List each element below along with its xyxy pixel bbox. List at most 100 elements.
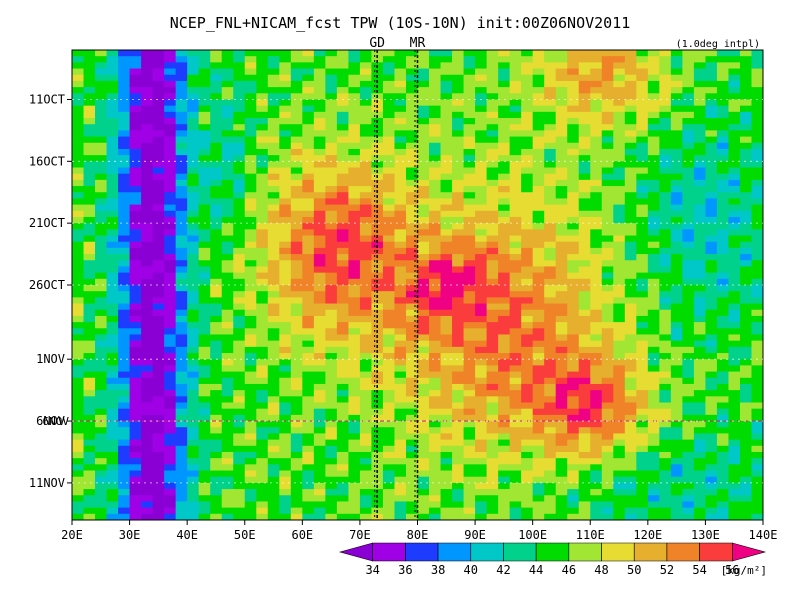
heatmap-cell: [452, 365, 464, 372]
heatmap-cell: [348, 87, 361, 94]
heatmap-cell: [106, 371, 119, 379]
heatmap-cell: [647, 254, 660, 261]
heatmap-cell: [336, 309, 349, 317]
heatmap-cell: [693, 495, 706, 502]
heatmap-cell: [693, 87, 706, 94]
heatmap-cell: [359, 285, 372, 292]
heatmap-cell: [578, 87, 591, 94]
heatmap-cell: [325, 346, 338, 354]
heatmap-cell: [359, 390, 372, 397]
heatmap-cell: [118, 427, 130, 434]
heatmap-cell: [544, 470, 557, 478]
heatmap-cell: [198, 210, 211, 218]
heatmap-cell: [302, 365, 315, 372]
heatmap-cell: [313, 179, 326, 187]
heatmap-cell: [221, 111, 234, 119]
heatmap-cell: [452, 148, 464, 156]
heatmap-cell: [670, 105, 683, 113]
heatmap-cell: [348, 464, 361, 471]
heatmap-cell: [509, 118, 522, 125]
heatmap-cell: [509, 167, 522, 175]
heatmap-cell: [198, 346, 211, 354]
heatmap-cell: [210, 470, 223, 478]
heatmap-cell: [382, 328, 395, 335]
heatmap-cell: [129, 476, 142, 484]
heatmap-cell: [405, 377, 418, 385]
heatmap-cell: [578, 396, 591, 403]
heatmap-cell: [382, 50, 395, 57]
heatmap-cell: [210, 124, 223, 131]
heatmap-cell: [452, 235, 464, 243]
heatmap-cell: [452, 186, 464, 193]
heatmap-cell: [521, 445, 534, 453]
heatmap-cell: [636, 229, 649, 236]
heatmap-cell: [659, 148, 672, 156]
heatmap-cell: [348, 105, 361, 113]
heatmap-cell: [682, 229, 695, 236]
heatmap-cell: [509, 402, 522, 410]
heatmap-cell: [555, 414, 568, 422]
heatmap-cell: [279, 50, 292, 57]
heatmap-cell: [498, 192, 511, 199]
heatmap-cell: [498, 285, 511, 292]
heatmap-cell: [521, 482, 534, 490]
heatmap-cell: [659, 390, 672, 397]
heatmap-cell: [590, 223, 603, 230]
heatmap-cell: [716, 445, 729, 453]
heatmap-cell: [83, 93, 96, 100]
heatmap-cell: [578, 148, 591, 156]
heatmap-cell: [417, 291, 430, 298]
heatmap-cell: [521, 451, 534, 459]
heatmap-cell: [682, 414, 695, 422]
heatmap-cell: [521, 235, 534, 243]
heatmap-cell: [313, 371, 326, 379]
heatmap-cell: [567, 476, 580, 484]
heatmap-cell: [118, 260, 130, 267]
heatmap-cell: [129, 130, 142, 137]
heatmap-cell: [590, 216, 603, 224]
heatmap-cell: [601, 56, 614, 63]
heatmap-cell: [636, 216, 649, 224]
heatmap-cell: [175, 365, 188, 372]
heatmap-cell: [302, 476, 315, 484]
heatmap-cell: [521, 216, 534, 224]
heatmap-cell: [348, 421, 361, 428]
heatmap-cell: [95, 229, 107, 236]
heatmap-cell: [751, 297, 764, 304]
heatmap-cell: [256, 303, 269, 311]
heatmap-cell: [187, 309, 200, 317]
heatmap-cell: [106, 482, 119, 490]
heatmap-cell: [636, 414, 649, 422]
heatmap-cell: [440, 105, 453, 113]
heatmap-cell: [452, 408, 464, 416]
heatmap-cell: [152, 186, 165, 193]
heatmap-cell: [83, 458, 96, 465]
heatmap-cell: [555, 148, 568, 156]
heatmap-cell: [636, 173, 649, 181]
heatmap-cell: [624, 346, 637, 354]
heatmap-cell: [405, 142, 418, 150]
heatmap-cell: [624, 93, 637, 100]
heatmap-cell: [72, 148, 84, 156]
heatmap-cell: [728, 408, 741, 416]
heatmap-cell: [624, 408, 637, 416]
heatmap-cell: [590, 495, 603, 502]
heatmap-cell: [129, 247, 142, 255]
heatmap-cell: [244, 111, 257, 119]
heatmap-cell: [95, 260, 107, 267]
heatmap-cell: [279, 458, 292, 465]
heatmap-cell: [118, 365, 130, 372]
heatmap-cell: [521, 464, 534, 471]
heatmap-cell: [682, 513, 695, 521]
heatmap-cell: [728, 223, 741, 230]
heatmap-cell: [486, 278, 499, 286]
heatmap-cell: [72, 334, 84, 342]
heatmap-cell: [359, 266, 372, 274]
heatmap-cell: [452, 303, 464, 311]
heatmap-cell: [175, 303, 188, 311]
heatmap-cell: [659, 229, 672, 236]
heatmap-cell: [118, 353, 130, 360]
heatmap-cell: [509, 340, 522, 348]
heatmap-cell: [486, 235, 499, 243]
heatmap-cell: [728, 371, 741, 379]
